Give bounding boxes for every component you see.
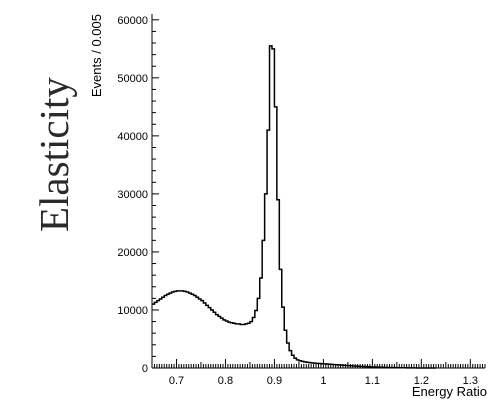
x-tick-label: 0.9 — [267, 375, 282, 387]
series-group — [152, 45, 437, 369]
y-tick-label: 30000 — [117, 189, 148, 201]
y-tick-label: 10000 — [117, 305, 148, 317]
x-tick-label: 1.2 — [414, 375, 429, 387]
y-tick-label: 60000 — [117, 15, 148, 27]
x-tick-label: 0.7 — [169, 375, 184, 387]
x-tick-label: 0.8 — [218, 375, 233, 387]
y-tick-label: 0 — [142, 363, 148, 375]
histogram-series — [152, 45, 437, 369]
y-tick-label: 50000 — [117, 73, 148, 85]
x-axis-title: Energy Ratio — [412, 384, 487, 399]
x-tick-label: 1.1 — [365, 375, 380, 387]
y-axis: 0 10000 20000 30000 40000 50000 60000 — [117, 14, 159, 375]
y-axis-title: Events / 0.005 — [89, 14, 104, 97]
x-tick-label: 1.3 — [463, 375, 478, 387]
plot-frame — [152, 14, 485, 368]
y-tick-label: 20000 — [117, 247, 148, 259]
y-tick-label: 40000 — [117, 131, 148, 143]
x-tick-label: 1 — [320, 375, 326, 387]
